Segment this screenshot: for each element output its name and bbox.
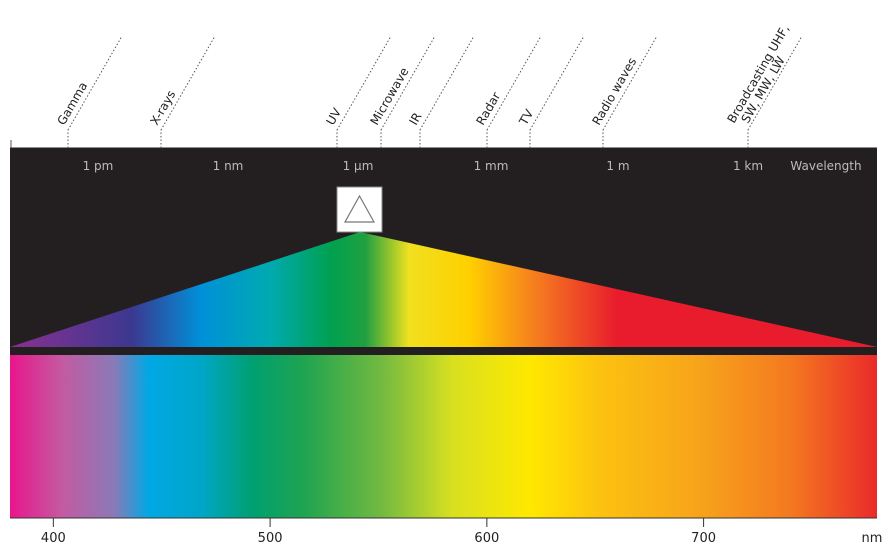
leader [161, 36, 215, 130]
scale-label: 1 m [606, 159, 629, 173]
tick-label: 400 [41, 531, 66, 546]
scale-label: 1 km [733, 159, 763, 173]
leader [420, 36, 474, 130]
scale-label: 1 pm [83, 159, 114, 173]
scale-label: 1 µm [343, 159, 374, 173]
scale-label: Wavelength [790, 159, 861, 173]
scale-label: 1 mm [474, 159, 509, 173]
tick-label: 600 [474, 531, 499, 546]
visible-spectrum [10, 355, 877, 518]
region-label: Microwave [367, 65, 411, 127]
unit-label: nm [862, 531, 883, 546]
prism-box [337, 187, 382, 232]
tick-label: 500 [258, 531, 283, 546]
spectrum-diagram: GammaX-raysUVMicrowaveIRRadarTVRadio wav… [0, 0, 893, 546]
tick-label: 700 [691, 531, 716, 546]
region-label: TV [516, 106, 537, 128]
region-label: IR [406, 110, 424, 127]
scale-label: 1 nm [213, 159, 244, 173]
region-label: Radio waves [589, 55, 639, 127]
leader [530, 36, 584, 130]
region-label: Radar [473, 90, 503, 128]
region-label: UV [323, 105, 344, 127]
region-label: Gamma [54, 79, 90, 127]
